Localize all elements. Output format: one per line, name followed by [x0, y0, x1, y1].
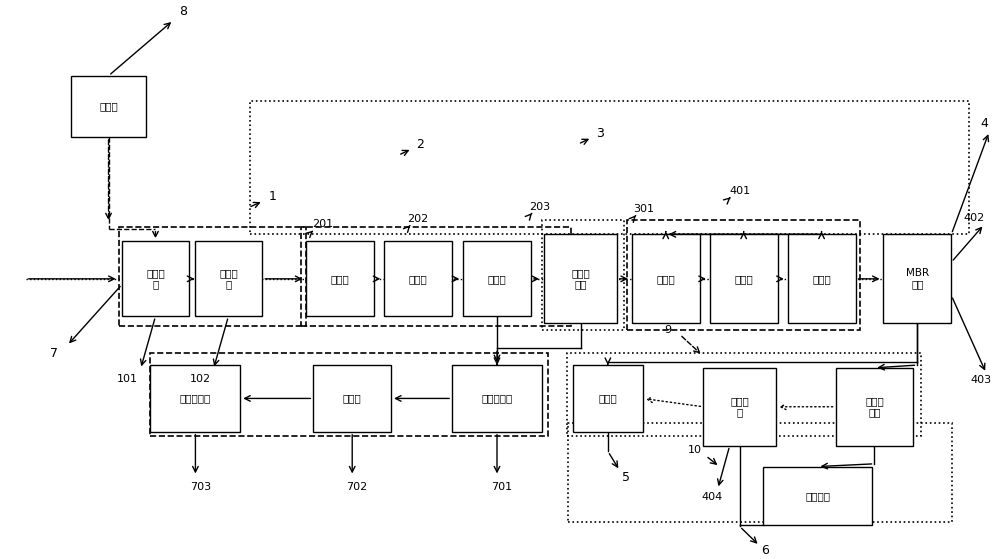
- FancyBboxPatch shape: [463, 241, 531, 316]
- Text: 2: 2: [416, 138, 424, 151]
- Text: 702: 702: [347, 482, 368, 492]
- Text: 202: 202: [407, 214, 429, 224]
- Text: 3: 3: [596, 126, 604, 140]
- FancyBboxPatch shape: [195, 241, 262, 316]
- Text: 初沉池: 初沉池: [488, 274, 506, 284]
- Text: 4: 4: [980, 117, 988, 130]
- Text: 701: 701: [491, 482, 513, 492]
- FancyBboxPatch shape: [150, 365, 240, 432]
- Text: 203: 203: [529, 201, 551, 211]
- Text: 402: 402: [964, 212, 985, 222]
- Text: 6: 6: [761, 544, 769, 557]
- Text: 调节池
一: 调节池 一: [146, 268, 165, 290]
- Text: 401: 401: [729, 186, 750, 196]
- Text: 好氧池: 好氧池: [812, 274, 831, 284]
- Text: 7: 7: [50, 348, 58, 361]
- FancyBboxPatch shape: [703, 368, 776, 446]
- Text: 事故池: 事故池: [99, 101, 118, 111]
- Text: 101: 101: [117, 373, 138, 383]
- FancyBboxPatch shape: [384, 241, 452, 316]
- Text: 301: 301: [633, 204, 654, 214]
- Text: 8: 8: [179, 6, 187, 18]
- FancyBboxPatch shape: [883, 234, 951, 323]
- Text: 干化污泥池: 干化污泥池: [180, 394, 211, 404]
- Text: 脱水机: 脱水机: [343, 394, 362, 404]
- FancyBboxPatch shape: [836, 368, 913, 446]
- Text: 调节池
二: 调节池 二: [219, 268, 238, 290]
- Text: 10: 10: [688, 445, 702, 455]
- Text: 反水洗池: 反水洗池: [805, 491, 830, 501]
- FancyBboxPatch shape: [313, 365, 391, 432]
- Text: 酸化水
解池: 酸化水 解池: [572, 268, 590, 290]
- Text: 混凝池: 混凝池: [331, 274, 350, 284]
- Text: 生物峰
池: 生物峰 池: [730, 396, 749, 418]
- FancyBboxPatch shape: [710, 234, 778, 323]
- Text: 403: 403: [971, 375, 992, 385]
- Text: 臭氧反
应池: 臭氧反 应池: [865, 396, 884, 418]
- FancyBboxPatch shape: [452, 365, 542, 432]
- Text: 1: 1: [268, 190, 276, 203]
- Text: 9: 9: [664, 325, 671, 335]
- FancyBboxPatch shape: [763, 467, 872, 525]
- Text: 5: 5: [622, 471, 630, 484]
- Text: 厌氧池: 厌氧池: [656, 274, 675, 284]
- FancyBboxPatch shape: [573, 365, 643, 432]
- FancyBboxPatch shape: [632, 234, 700, 323]
- Text: 絮凝池: 絮凝池: [409, 274, 427, 284]
- FancyBboxPatch shape: [544, 234, 617, 323]
- Text: 缺氧池: 缺氧池: [734, 274, 753, 284]
- Text: 102: 102: [190, 373, 211, 383]
- FancyBboxPatch shape: [122, 241, 189, 316]
- Text: 404: 404: [701, 492, 722, 502]
- Text: 201: 201: [312, 219, 333, 229]
- FancyBboxPatch shape: [71, 76, 146, 137]
- FancyBboxPatch shape: [788, 234, 856, 323]
- Text: 污泥储存池: 污泥储存池: [481, 394, 513, 404]
- Text: 703: 703: [190, 482, 211, 492]
- Text: 排水池: 排水池: [598, 394, 617, 404]
- Text: MBR
膜池: MBR 膜池: [906, 268, 929, 290]
- FancyBboxPatch shape: [306, 241, 374, 316]
